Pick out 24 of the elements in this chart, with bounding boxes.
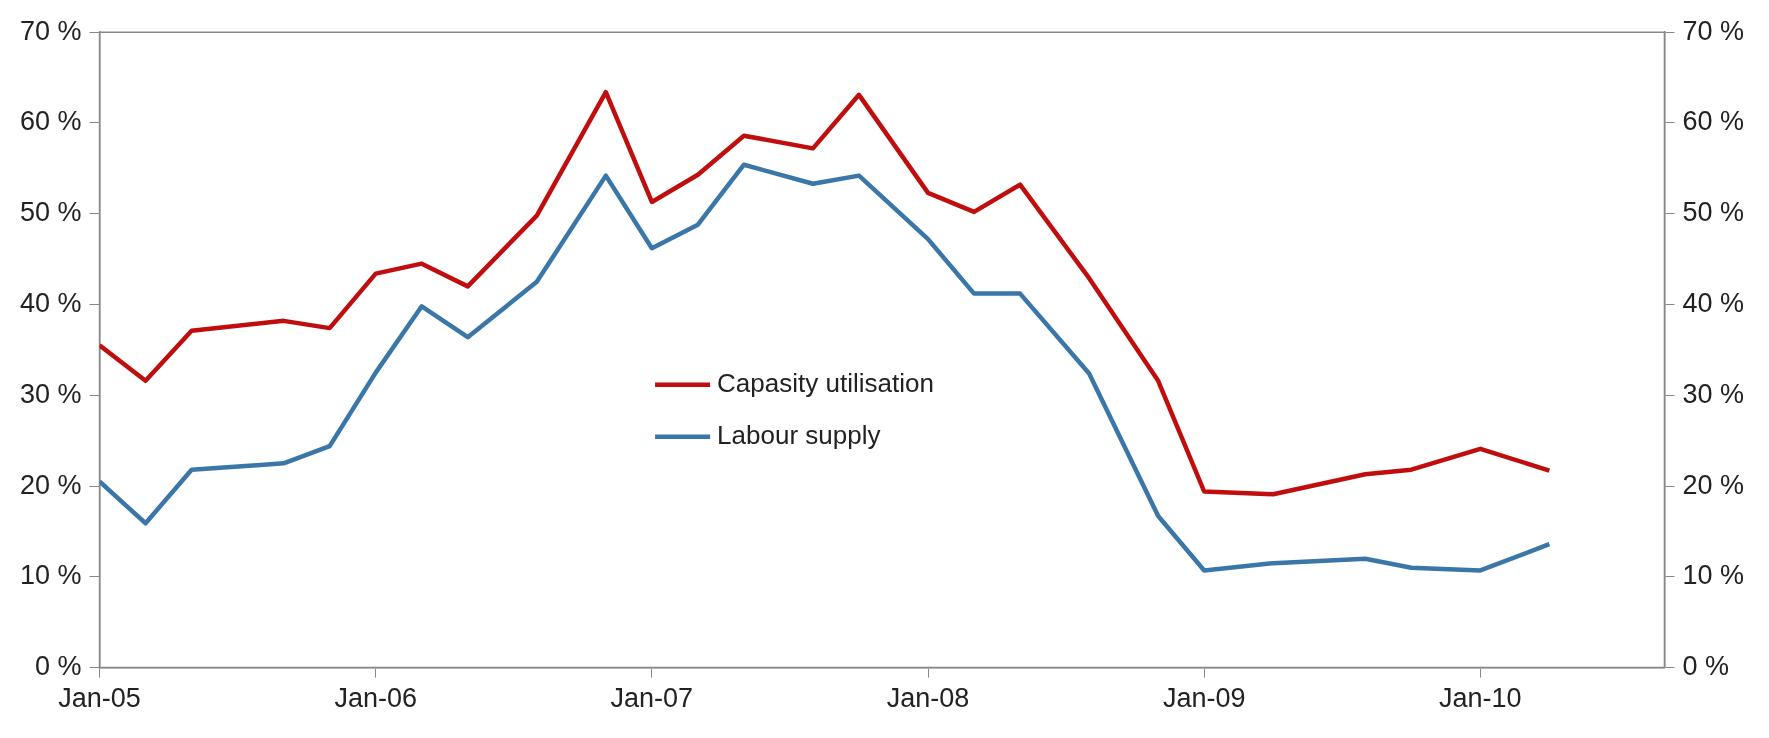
x-tick-label: Jan-10 [1439, 683, 1522, 714]
y2-tick-label: 70 % [1682, 15, 1745, 46]
y-tick-label: 50 % [19, 197, 82, 228]
x-tick-label: Jan-08 [886, 683, 970, 714]
y2-tick-label: 20 % [1682, 469, 1745, 500]
y-tick-label: 60 % [19, 106, 82, 137]
y-tick-label: 30 % [19, 378, 82, 409]
y-tick-label: 40 % [19, 287, 82, 318]
y-tick-label: 0 % [35, 651, 82, 682]
y2-tick-label: 30 % [1682, 378, 1745, 409]
y-tick-label: 10 % [19, 560, 82, 591]
legend-label: Capasity utilisation [717, 368, 934, 399]
y2-tick-label: 60 % [1682, 106, 1745, 137]
y2-tick-label: 50 % [1682, 197, 1745, 228]
x-tick-label: Jan-07 [610, 683, 694, 714]
x-tick-label: Jan-09 [1162, 683, 1246, 714]
y2-tick-label: 0 % [1682, 651, 1729, 682]
x-tick-label: Jan-06 [334, 683, 417, 714]
y-tick-label: 20 % [19, 469, 82, 500]
y2-tick-label: 40 % [1682, 287, 1745, 318]
y-tick-label: 70 % [19, 15, 82, 46]
legend-label: Labour supply [717, 420, 881, 451]
y2-tick-label: 10 % [1682, 560, 1745, 591]
x-tick-label: Jan-05 [58, 683, 141, 714]
